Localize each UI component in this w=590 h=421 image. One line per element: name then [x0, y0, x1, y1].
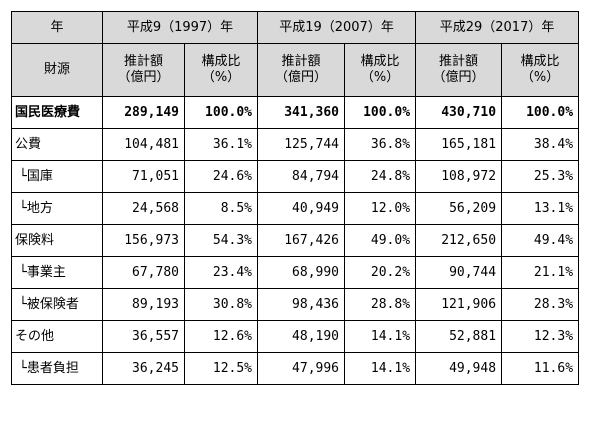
ratio-cell: 12.0%	[344, 192, 417, 225]
table-row: └国庫 71,051 24.6% 84,794 24.8% 108,972 25.3%	[11, 160, 580, 193]
ratio-cell: 100.0%	[501, 96, 580, 129]
amount-cell: 167,426	[257, 224, 346, 257]
amount-cell: 98,436	[257, 288, 346, 321]
amount-cell: 104,481	[102, 128, 185, 161]
table-row: 保険料 156,973 54.3% 167,426 49.0% 212,650 49.4%	[11, 224, 580, 257]
ratio-cell: 12.5%	[183, 352, 259, 385]
amount-cell: 212,650	[415, 224, 503, 257]
table-row: 公費 104,481 36.1% 125,744 36.8% 165,181 38.4%	[11, 128, 580, 161]
amount-cell: 341,360	[257, 96, 346, 129]
amount-cell: 36,245	[102, 352, 185, 385]
ratio-cell: 8.5%	[183, 192, 259, 225]
ratio-cell: 12.6%	[183, 320, 259, 353]
ratio-cell: 25.3%	[501, 160, 580, 193]
ratio-header-unit: （%）	[360, 70, 400, 85]
ratio-header-unit: （%）	[520, 70, 560, 85]
ratio-header-unit: （%）	[201, 70, 241, 85]
ratio-cell: 28.8%	[344, 288, 417, 321]
row-label: 保険料	[11, 224, 103, 257]
row-label: 国民医療費	[11, 96, 103, 129]
year-header-1997: 平成9（1997）年	[101, 11, 259, 44]
ratio-header-label: 構成比	[201, 54, 241, 69]
table-row: └患者負担 36,245 12.5% 47,996 14.1% 49,948 11.6%	[11, 352, 580, 385]
amount-cell: 165,181	[415, 128, 503, 161]
ratio-header-1997: 構成比 （%）	[183, 43, 259, 97]
ratio-cell: 24.6%	[183, 160, 259, 193]
amount-header-label: 推計額	[439, 54, 479, 69]
ratio-cell: 23.4%	[183, 256, 259, 289]
table-row: 国民医療費 289,149 100.0% 341,360 100.0% 430,710 10…	[11, 96, 580, 129]
amount-cell: 108,972	[415, 160, 503, 193]
ratio-cell: 14.1%	[344, 352, 417, 385]
amount-header-2017: 推計額 （億円）	[415, 43, 503, 97]
ratio-cell: 21.1%	[501, 256, 580, 289]
ratio-cell: 38.4%	[501, 128, 580, 161]
amount-cell: 48,190	[257, 320, 346, 353]
amount-header-label: 推計額	[281, 54, 321, 69]
ratio-cell: 13.1%	[501, 192, 580, 225]
ratio-cell: 30.8%	[183, 288, 259, 321]
amount-cell: 156,973	[102, 224, 185, 257]
amount-cell: 56,209	[415, 192, 503, 225]
ratio-cell: 49.4%	[501, 224, 580, 257]
ratio-cell: 12.3%	[501, 320, 580, 353]
row-label: └患者負担	[11, 352, 103, 385]
amount-cell: 52,881	[415, 320, 503, 353]
ratio-cell: 36.8%	[344, 128, 417, 161]
funding-table: 年 平成9（1997）年 平成19（2007）年 平成29（2017）年 財源 …	[11, 11, 580, 385]
row-label: └被保険者	[11, 288, 103, 321]
amount-header-unit: （億円）	[432, 70, 485, 85]
ratio-header-2017: 構成比 （%）	[501, 43, 580, 97]
amount-cell: 430,710	[415, 96, 503, 129]
table-row: その他 36,557 12.6% 48,190 14.1% 52,881 12.3%	[11, 320, 580, 353]
ratio-cell: 36.1%	[183, 128, 259, 161]
amount-header-unit: （億円）	[275, 70, 328, 85]
amount-header-2007: 推計額 （億円）	[257, 43, 346, 97]
ratio-cell: 28.3%	[501, 288, 580, 321]
amount-cell: 49,948	[415, 352, 503, 385]
ratio-header-label: 構成比	[360, 54, 400, 69]
year-header-2007: 平成19（2007）年	[257, 11, 417, 44]
ratio-header-2007: 構成比 （%）	[344, 43, 417, 97]
amount-cell: 125,744	[257, 128, 346, 161]
amount-cell: 47,996	[257, 352, 346, 385]
row-label: 公費	[11, 128, 103, 161]
amount-cell: 68,990	[257, 256, 346, 289]
column-header-row: 財源 推計額 （億円） 構成比 （%） 推計額 （億円） 構成比 （%） 推計額…	[11, 43, 580, 97]
year-header-2017: 平成29（2017）年	[415, 11, 580, 44]
ratio-cell: 100.0%	[183, 96, 259, 129]
amount-cell: 40,949	[257, 192, 346, 225]
ratio-cell: 49.0%	[344, 224, 417, 257]
corner-year-header: 年	[11, 11, 103, 44]
amount-cell: 121,906	[415, 288, 503, 321]
amount-cell: 24,568	[102, 192, 185, 225]
row-label: その他	[11, 320, 103, 353]
ratio-cell: 11.6%	[501, 352, 580, 385]
amount-header-1997: 推計額 （億円）	[102, 43, 185, 97]
table-body: 年 平成9（1997）年 平成19（2007）年 平成29（2017）年 財源 …	[11, 11, 580, 385]
amount-cell: 289,149	[102, 96, 185, 129]
ratio-cell: 54.3%	[183, 224, 259, 257]
table-row: └事業主 67,780 23.4% 68,990 20.2% 90,744 21.1%	[11, 256, 580, 289]
ratio-cell: 14.1%	[344, 320, 417, 353]
ratio-cell: 100.0%	[344, 96, 417, 129]
row-label: └地方	[11, 192, 103, 225]
table-row: └被保険者 89,193 30.8% 98,436 28.8% 121,906 28.3%	[11, 288, 580, 321]
row-label: └国庫	[11, 160, 103, 193]
amount-cell: 89,193	[102, 288, 185, 321]
amount-cell: 36,557	[102, 320, 185, 353]
row-label: └事業主	[11, 256, 103, 289]
amount-cell: 71,051	[102, 160, 185, 193]
year-header-row: 年 平成9（1997）年 平成19（2007）年 平成29（2017）年	[11, 11, 580, 44]
amount-cell: 67,780	[102, 256, 185, 289]
amount-header-label: 推計額	[123, 54, 163, 69]
ratio-cell: 24.8%	[344, 160, 417, 193]
amount-cell: 90,744	[415, 256, 503, 289]
amount-header-unit: （億円）	[117, 70, 170, 85]
ratio-header-label: 構成比	[520, 54, 560, 69]
table-row: └地方 24,568 8.5% 40,949 12.0% 56,209 13.1%	[11, 192, 580, 225]
amount-cell: 84,794	[257, 160, 346, 193]
ratio-cell: 20.2%	[344, 256, 417, 289]
corner-source-header: 財源	[11, 43, 103, 97]
